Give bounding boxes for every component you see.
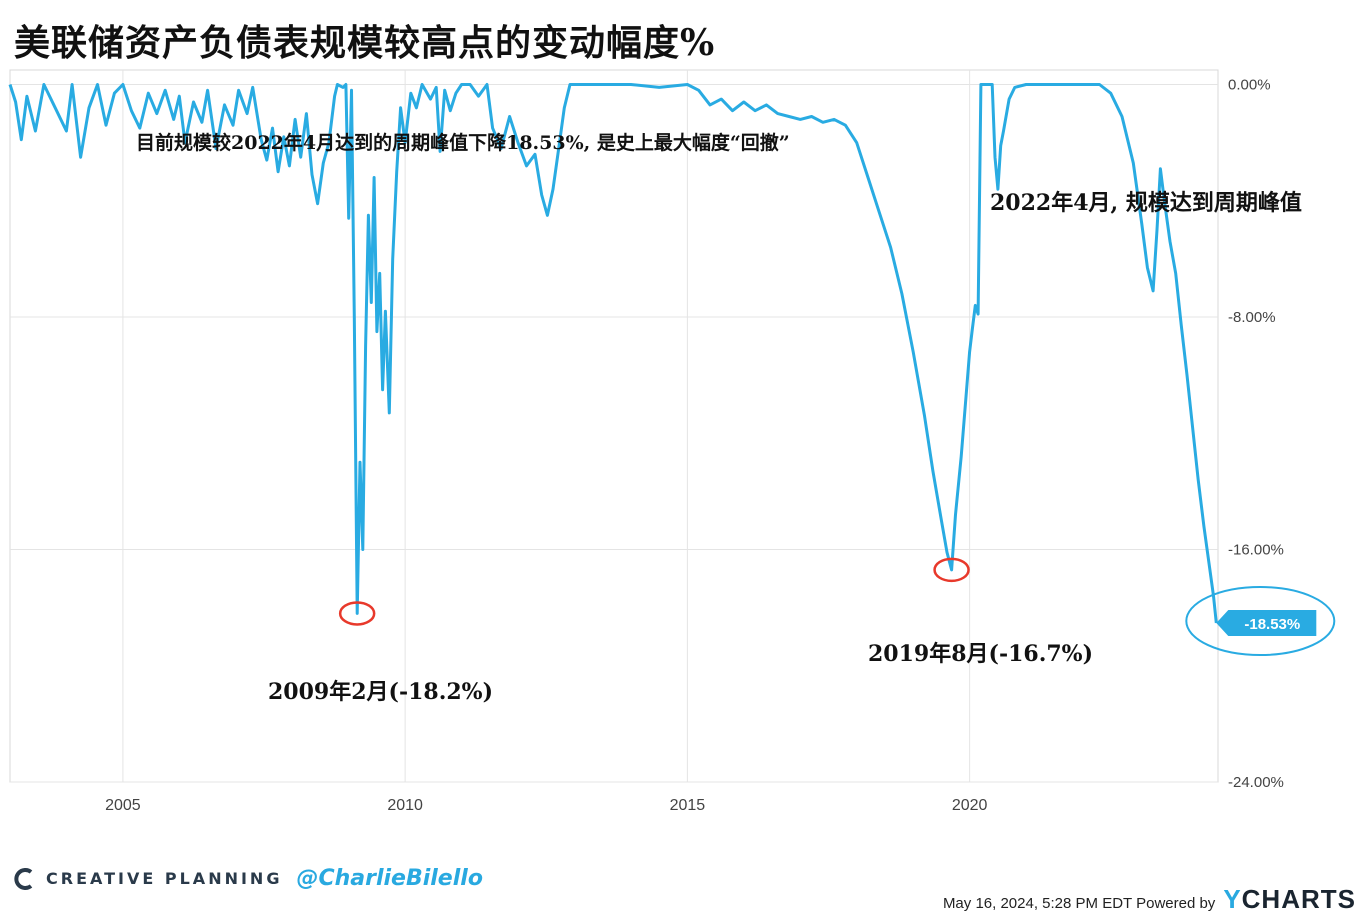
- footer-brand: CREATIVE PLANNING @CharlieBilello: [14, 866, 483, 891]
- annotation-cycle-peak: 2022年4月, 规模达到周期峰值: [990, 190, 1302, 216]
- y-tick-label: -24.00%: [1228, 774, 1284, 791]
- annotation-trough-2009: 2009年2月(-18.2%): [268, 679, 493, 705]
- author-handle: @CharlieBilello: [296, 866, 483, 891]
- brand-name: CREATIVE PLANNING: [46, 869, 283, 888]
- x-tick-label: 2010: [387, 797, 423, 814]
- footer-source: May 16, 2024, 5:28 PM EDT Powered by YCH…: [943, 884, 1356, 915]
- x-tick-label: 2015: [670, 797, 706, 814]
- series-line: [8, 83, 1218, 624]
- trough-highlight-circle: [933, 557, 970, 583]
- ycharts-logo: YCHARTS: [1223, 884, 1356, 914]
- timestamp: May 16, 2024, 5:28 PM EDT Powered by: [942, 895, 1216, 912]
- last-value-callout-ellipse: [1185, 586, 1336, 657]
- y-tick-label: -8.00%: [1228, 309, 1276, 326]
- x-tick-label: 2005: [105, 797, 141, 814]
- annotation-trough-2019: 2019年8月(-16.7%): [868, 641, 1093, 667]
- y-tick-label: -16.00%: [1228, 542, 1284, 559]
- last-value-tag: [1216, 610, 1317, 637]
- chart-title: 美联储资产负债表规模较高点的变动幅度%: [14, 22, 716, 64]
- x-tick-label: 2020: [952, 797, 988, 814]
- creative-planning-logo-icon: [14, 867, 33, 890]
- plot-frame: [9, 69, 1219, 783]
- trough-highlight-circle: [338, 601, 376, 626]
- annotation-current-drawdown: 目前规模较2022年4月达到的周期峰值下降18.53%, 是史上最大幅度“回撤”: [136, 132, 790, 154]
- y-tick-label: 0.00%: [1228, 77, 1271, 94]
- last-value-label: -18.53%: [1244, 616, 1300, 633]
